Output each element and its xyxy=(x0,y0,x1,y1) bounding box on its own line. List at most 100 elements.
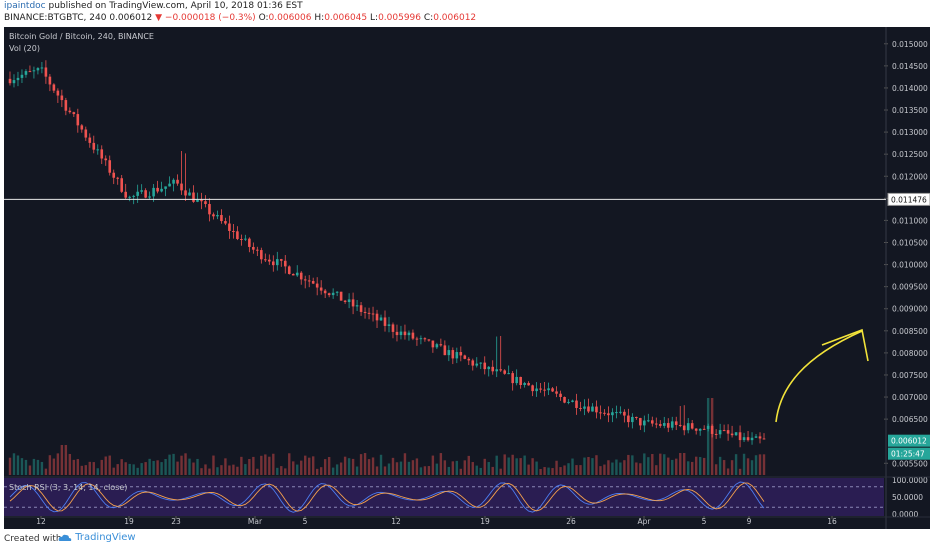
candle-body xyxy=(451,350,455,359)
volume-bar xyxy=(288,453,291,475)
candle-body xyxy=(507,373,510,375)
tradingview-logo-link[interactable]: TradingView xyxy=(58,532,136,543)
volume-bar xyxy=(391,457,395,475)
volume-bar xyxy=(395,462,399,475)
volume-bar xyxy=(527,464,530,475)
candle-body xyxy=(128,196,131,198)
volume-bar xyxy=(76,459,80,475)
candle-body xyxy=(44,67,48,77)
candle-body xyxy=(315,283,319,288)
volume-bar xyxy=(635,462,638,475)
candle-body xyxy=(248,238,251,247)
created-with-text: Created with xyxy=(4,534,62,544)
candle-body xyxy=(32,70,36,72)
volume-bar xyxy=(435,463,439,475)
brand-label: TradingView xyxy=(75,532,136,543)
candle-body xyxy=(335,291,339,293)
candle-body xyxy=(88,137,92,143)
high-label: H: xyxy=(314,13,325,23)
candle-body xyxy=(427,339,431,341)
volume-bar xyxy=(687,461,690,475)
price-change: ▼ −0.000018 (−0.3%) xyxy=(155,13,256,23)
x-axis-label: 19 xyxy=(480,517,490,526)
y-axis-label: 0.014000 xyxy=(892,84,928,93)
volume-bar xyxy=(495,455,498,475)
volume-bar xyxy=(714,464,718,475)
volume-bar xyxy=(16,455,20,475)
x-axis-label: 9 xyxy=(747,517,752,526)
volume-bar xyxy=(88,461,91,475)
volume-bar xyxy=(331,467,335,475)
candle-body xyxy=(475,363,479,366)
volume-bar xyxy=(423,466,427,475)
volume-bar xyxy=(547,467,550,475)
volume-bar xyxy=(439,453,443,475)
volume-bar xyxy=(80,465,84,475)
candle-body xyxy=(104,158,108,161)
y-axis-label: 0.009500 xyxy=(892,283,928,292)
candle-body xyxy=(295,272,299,276)
volume-bar xyxy=(375,466,379,475)
y-axis-label: 0.014500 xyxy=(892,62,928,71)
high-value: 0.006045 xyxy=(324,13,368,23)
volume-bar xyxy=(304,455,307,475)
last-price-label: 0.006012 xyxy=(891,437,927,446)
volume-bar xyxy=(595,455,598,475)
volume-bar xyxy=(702,457,706,475)
candle-body xyxy=(531,385,534,392)
candle-body xyxy=(559,393,562,398)
chart-svg[interactable]: 0.015000 0.014500 0.014000 0.013500 0.013000… xyxy=(4,27,930,529)
volume-bar xyxy=(758,454,762,475)
candle-body xyxy=(627,415,630,423)
annotation-arrow xyxy=(775,330,863,423)
candle-body xyxy=(48,76,52,85)
y-axis-label: 0.010000 xyxy=(892,261,928,270)
candle-body xyxy=(168,183,171,187)
candle-body xyxy=(327,293,331,296)
volume-bar xyxy=(335,464,339,475)
volume-bar xyxy=(12,453,16,475)
volume-bar xyxy=(403,453,407,475)
published-text: published on TradingView.com, April 10, … xyxy=(48,1,303,11)
candle-body xyxy=(407,332,411,336)
volume-bar xyxy=(419,467,423,475)
candle-body xyxy=(319,287,323,291)
candle-body xyxy=(76,114,80,126)
volume-bar xyxy=(351,458,355,475)
author-link[interactable]: ipaintdoc xyxy=(4,1,46,11)
candle-body xyxy=(192,192,195,202)
volume-bar xyxy=(427,466,431,475)
candle-body xyxy=(746,437,750,441)
volume-bar xyxy=(551,468,554,475)
volume-bar xyxy=(611,462,614,475)
candle-body xyxy=(651,420,654,424)
level-price-label: 0.011476 xyxy=(891,195,927,204)
close-label: C: xyxy=(423,13,434,23)
volume-bar xyxy=(152,460,155,475)
volume-bar xyxy=(148,458,151,475)
candle-body xyxy=(411,332,415,339)
candle-body xyxy=(758,436,762,439)
volume-bar xyxy=(216,467,219,475)
stoch-rsi-label: Stoch RSI (3, 3, 14, 14, close) xyxy=(9,483,128,492)
volume-bar xyxy=(44,468,48,475)
candle-body xyxy=(666,423,670,428)
candle-body xyxy=(124,191,127,198)
candle-body xyxy=(415,338,419,340)
candle-body xyxy=(595,406,598,413)
chart-area[interactable]: 0.015000 0.014500 0.014000 0.013500 0.013000… xyxy=(4,27,930,529)
volume-bar xyxy=(224,458,227,475)
volume-bar xyxy=(559,467,562,475)
candle-body xyxy=(96,149,100,151)
x-axis-label: 12 xyxy=(391,517,401,526)
candle-body xyxy=(730,433,734,436)
candle-body xyxy=(343,300,347,303)
candle-body xyxy=(579,407,582,409)
x-axis-label: 12 xyxy=(36,517,46,526)
volume-bar xyxy=(184,453,187,475)
y-axis-label: 0.008000 xyxy=(892,349,928,358)
candle-body xyxy=(240,238,243,240)
candle-body xyxy=(204,201,207,205)
y-axis-label: 0.005500 xyxy=(892,459,928,468)
candle-body xyxy=(260,250,263,260)
